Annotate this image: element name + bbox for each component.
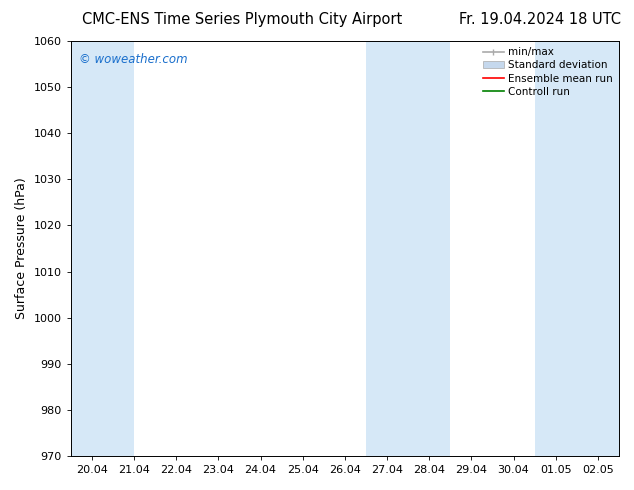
Bar (534, 41, 619, 456)
Bar (366, 41, 450, 456)
Bar (71, 41, 134, 456)
Text: Fr. 19.04.2024 18 UTC: Fr. 19.04.2024 18 UTC (459, 12, 621, 27)
Legend: min/max, Standard deviation, Ensemble mean run, Controll run: min/max, Standard deviation, Ensemble me… (479, 43, 617, 101)
Y-axis label: Surface Pressure (hPa): Surface Pressure (hPa) (15, 178, 28, 319)
Text: © woweather.com: © woweather.com (79, 53, 188, 67)
Text: CMC-ENS Time Series Plymouth City Airport: CMC-ENS Time Series Plymouth City Airpor… (82, 12, 403, 27)
